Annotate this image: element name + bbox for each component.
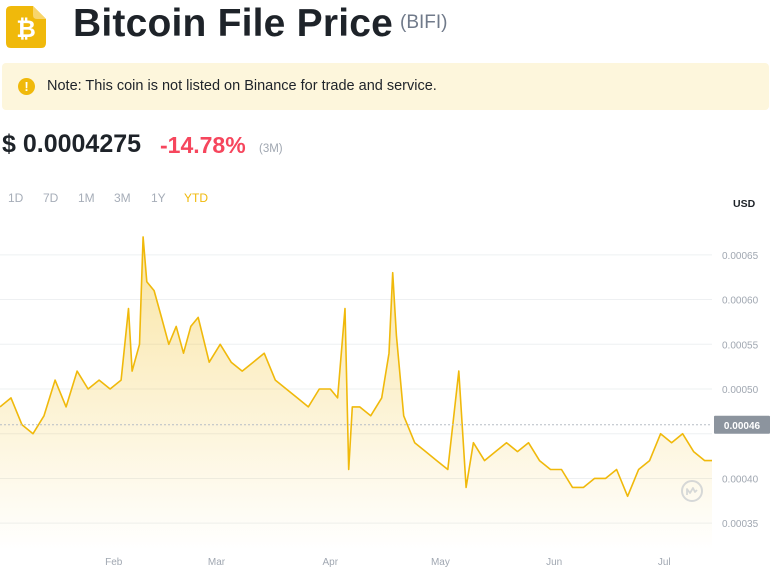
price-chart-svg[interactable]: 0.00035 0.00040 0.00050 0.00055 0.00060 0.000… [0, 198, 775, 575]
watermark-ring [681, 480, 703, 502]
svg-text:₿: ₿ [16, 15, 36, 43]
x-tick-label: Feb [105, 557, 123, 568]
x-tick-label: Jul [658, 557, 671, 568]
x-tick-label: May [431, 557, 450, 568]
y-tick-label: 0.00050 [722, 385, 759, 396]
price-line [0, 236, 712, 498]
range-tab-1d[interactable]: 1D [8, 191, 24, 205]
current-price: $ 0.0004275 [2, 130, 142, 158]
range-tab-1y[interactable]: 1Y [151, 191, 166, 205]
price-chart[interactable]: 0.00035 0.00040 0.00050 0.00055 0.00060 0.000… [0, 198, 775, 575]
bitcoin-file-icon: ₿ [6, 6, 46, 48]
notice-text: Note: This coin is not listed on Binance… [47, 78, 437, 94]
not-listed-notice: ! Note: This coin is not listed on Binan… [2, 63, 769, 110]
y-tick-label: 0.00065 [722, 251, 759, 262]
range-tab-7d[interactable]: 7D [43, 191, 59, 205]
range-tab-3m[interactable]: 3M [114, 191, 131, 205]
y-tick-label: 0.00060 [722, 296, 759, 307]
coin-logo: ₿ [6, 6, 46, 48]
page-title: Bitcoin File Price [73, 2, 394, 45]
range-tab-1m[interactable]: 1M [78, 191, 95, 205]
coinmarketcap-icon [681, 480, 703, 502]
change-period: (3M) [259, 143, 283, 155]
x-tick-label: Apr [323, 557, 339, 568]
watermark-mark [686, 487, 698, 495]
current-price-tag-label: 0.00046 [724, 421, 761, 432]
current-price-tag [714, 415, 770, 434]
exclamation-icon: ! [18, 78, 35, 95]
y-tick-label: 0.00040 [722, 474, 759, 485]
y-tick-label: 0.00055 [722, 340, 759, 351]
x-tick-label: Jun [546, 557, 562, 568]
price-change: -14.78% [160, 132, 246, 158]
price-area [0, 236, 712, 550]
currency-label: USD [733, 198, 756, 210]
coin-symbol: (BIFI) [400, 12, 448, 33]
range-tab-ytd[interactable]: YTD [184, 191, 208, 205]
x-tick-label: Mar [208, 557, 226, 568]
y-tick-label: 0.00035 [722, 519, 759, 530]
